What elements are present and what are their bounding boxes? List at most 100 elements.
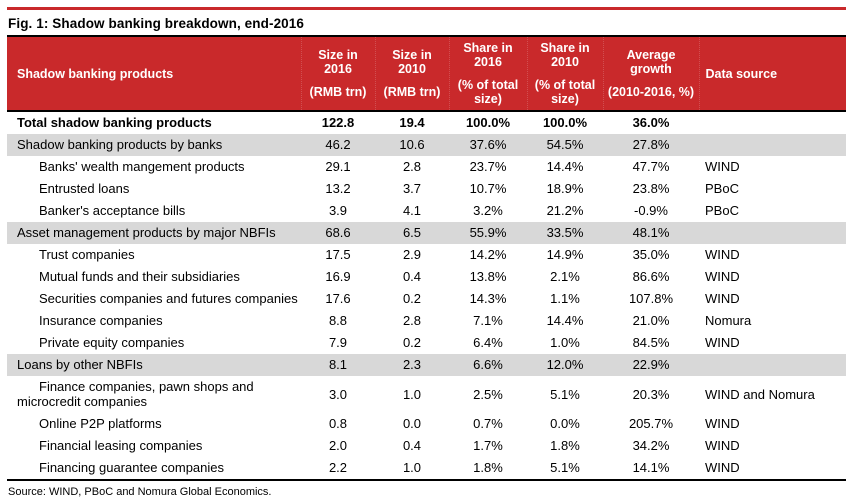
product-label-cell: Trust companies [39,247,135,262]
value-cell: 47.7% [632,159,670,174]
product-label-cell: Financing guarantee companies [39,460,225,475]
table-row: Asset management products by major NBFIs… [7,222,846,244]
product-label-cell: Shadow banking products by banks [7,134,301,156]
value-cell: 7.1% [473,313,503,328]
value-cell: 14.2% [469,247,507,262]
value-cell: 37.6% [449,134,527,156]
value-cell: 0.4 [402,438,422,453]
data-source-cell: WIND [705,335,740,350]
table-row: Insurance companies 8.8 2.8 7.1% 14.4% 21.0% N… [7,310,846,332]
table-row: Finance companies, pawn shops and microc… [7,376,846,413]
value-cell: 10.7% [469,181,507,196]
value-cell: 2.3 [375,354,449,376]
product-label-cell: Private equity companies [39,335,185,350]
table-body: Total shadow banking products 122.8 19.4 10… [7,111,846,480]
table-row: Private equity companies 7.9 0.2 6.4% 1.0% 84… [7,332,846,354]
value-cell: 0.7% [473,416,503,431]
value-cell: 86.6% [632,269,670,284]
value-cell: 6.4% [473,335,503,350]
value-cell: 48.1% [603,222,699,244]
value-cell: 0.8 [328,416,348,431]
value-cell: 8.1 [301,354,375,376]
value-cell: 23.7% [469,159,507,174]
table-row: Banks' wealth mangement products 29.1 2.8 2… [7,156,846,178]
product-label-cell: Entrusted loans [39,181,130,196]
value-cell: 54.5% [527,134,603,156]
data-source-cell [699,111,846,134]
value-cell: 19.4 [399,115,425,130]
value-cell: 3.0 [328,386,348,402]
value-cell: 6.5 [375,222,449,244]
value-cell: 22.9% [603,354,699,376]
value-cell: 2.1% [550,269,580,284]
column-header-title: Share in 2010 [540,41,590,69]
table-row: Trust companies 17.5 2.9 14.2% 14.9% 35.0% WIN… [7,244,846,266]
value-cell: 21.2% [546,203,584,218]
value-cell: 0.0 [402,416,422,431]
value-cell: 0.4 [402,269,422,284]
value-cell: 12.0% [527,354,603,376]
value-cell: 55.9% [449,222,527,244]
table-row: Shadow banking products by banks 46.2 10.6… [7,134,846,156]
table-header: Shadow banking products Size in 2016 (RMB … [7,36,846,112]
column-header-title: Size in 2016 [318,48,358,76]
data-source-cell [699,134,846,156]
value-cell: 100.0% [542,115,588,130]
value-cell: 23.8% [632,181,670,196]
value-cell: 21.0% [632,313,670,328]
data-source-cell: Nomura [705,313,752,328]
value-cell: 14.1% [632,460,670,475]
data-source-cell: WIND [705,460,740,475]
product-label-cell: Finance companies, pawn shops and microc… [17,379,254,409]
value-cell: 1.8% [473,460,503,475]
product-label-cell: Securities companies and futures compani… [39,291,298,306]
table-row: Mutual funds and their subsidiaries 16.9 0… [7,266,846,288]
value-cell: 18.9% [546,181,584,196]
column-header-title: Shadow banking products [17,66,174,81]
column-header-subtitle: (RMB trn) [383,85,441,99]
value-cell: 1.0 [402,386,422,402]
value-cell: 122.8 [321,115,355,130]
value-cell: 68.6 [301,222,375,244]
product-label-cell: Mutual funds and their subsidiaries [39,269,240,284]
product-label-cell: Financial leasing companies [39,438,203,453]
value-cell: 7.9 [328,335,348,350]
value-cell: 8.8 [328,313,348,328]
product-label-cell: Asset management products by major NBFIs [7,222,301,244]
column-header: Size in 2010 (RMB trn) [374,36,449,112]
column-header: Share in 2010 (% of total size) [526,36,603,112]
table-row: Online P2P platforms 0.8 0.0 0.7% 0.0% 205.7%… [7,413,846,435]
value-cell: 2.8 [402,159,422,174]
table-row: Financing guarantee companies 2.2 1.0 1.8% 5… [7,457,846,480]
column-header-subtitle: (% of total size) [457,78,519,106]
column-header: Size in 2016 (RMB trn) [300,36,375,112]
value-cell: 3.2% [473,203,503,218]
value-cell: 5.1% [550,386,580,402]
source-note: Source: WIND, PBoC and Nomura Global Eco… [8,486,272,498]
value-cell: 1.0 [402,460,422,475]
value-cell: 17.5 [325,247,351,262]
data-source-cell: WIND [705,291,740,306]
product-label-cell: Banks' wealth mangement products [39,159,245,174]
data-source-cell: WIND [705,247,740,262]
value-cell: 14.9% [546,247,584,262]
value-cell: 20.3% [632,386,670,402]
product-label-cell: Loans by other NBFIs [7,354,301,376]
value-cell: 2.9 [402,247,422,262]
table-row: Loans by other NBFIs 8.1 2.3 6.6% 12.0% 22.9% [7,354,846,376]
data-source-cell: PBoC [705,203,739,218]
value-cell: 100.0% [465,115,511,130]
product-label-cell: Total shadow banking products [17,115,212,130]
product-label-cell: Insurance companies [39,313,163,328]
value-cell: 46.2 [301,134,375,156]
value-cell: 0.2 [402,291,422,306]
column-header: Shadow banking products [7,36,301,112]
column-header-title: Data source [705,66,778,81]
value-cell: 14.3% [469,291,507,306]
value-cell: 36.0% [632,115,670,130]
value-cell: 84.5% [632,335,670,350]
value-cell: 33.5% [527,222,603,244]
value-cell: 34.2% [632,438,670,453]
value-cell: 13.2 [325,181,351,196]
